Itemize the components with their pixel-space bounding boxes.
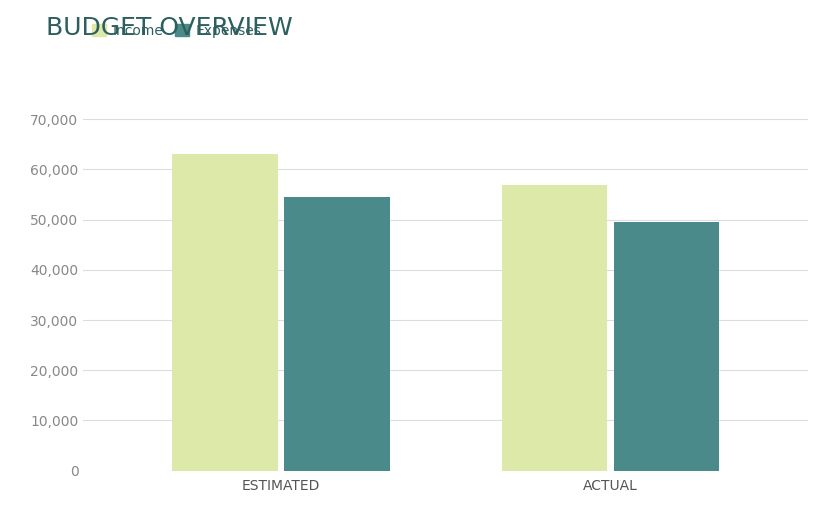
Bar — [614, 222, 719, 471]
Bar — [172, 154, 277, 471]
Bar — [501, 185, 607, 471]
Bar — [284, 197, 390, 471]
Legend: Income, Expenses: Income, Expenses — [87, 18, 267, 43]
Text: BUDGET OVERVIEW: BUDGET OVERVIEW — [46, 16, 292, 40]
